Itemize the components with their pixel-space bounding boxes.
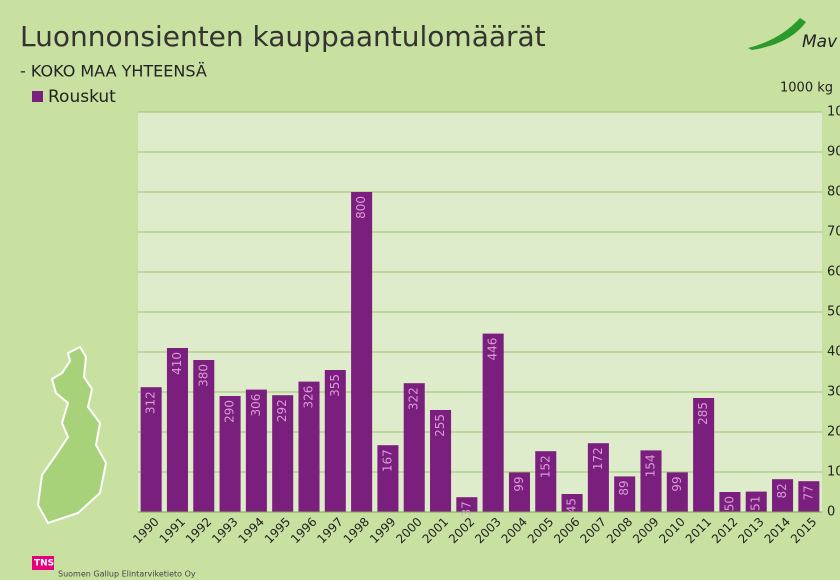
bar	[614, 476, 636, 512]
value-label: 306	[249, 394, 263, 417]
value-label: 285	[696, 402, 710, 425]
bar	[798, 481, 820, 512]
y-tick-label: 900	[827, 145, 840, 160]
bar	[272, 395, 294, 512]
value-label: 446	[486, 338, 500, 361]
value-label: 51	[749, 496, 763, 511]
bar	[166, 348, 188, 512]
bar	[403, 383, 425, 512]
bar	[298, 381, 320, 512]
value-label: 99	[670, 476, 684, 491]
value-label: 172	[591, 447, 605, 470]
y-tick-label: 200	[827, 425, 840, 440]
y-tick-label: 1000	[827, 105, 840, 120]
bar	[772, 479, 794, 512]
value-label: 312	[144, 391, 158, 414]
value-label: 410	[170, 352, 184, 375]
value-label: 292	[275, 399, 289, 422]
bar	[561, 494, 583, 512]
legend-swatch	[32, 91, 43, 102]
legend-label: Rouskut	[48, 87, 116, 107]
value-label: 82	[775, 483, 789, 498]
value-label: 77	[801, 485, 815, 500]
chart-subtitle: - KOKO MAA YHTEENSÄ	[20, 62, 207, 81]
y-tick-label: 300	[827, 385, 840, 400]
source-logo: TNS	[34, 559, 54, 569]
value-label: 45	[565, 498, 579, 513]
bar	[377, 445, 399, 512]
y-tick-label: 400	[827, 345, 840, 360]
bar	[245, 389, 267, 512]
bar	[219, 396, 241, 512]
map-decoration	[36, 345, 108, 525]
bar	[587, 443, 609, 512]
y-tick-label: 500	[827, 305, 840, 320]
bar	[456, 497, 478, 512]
bar	[693, 398, 715, 512]
bar	[640, 450, 662, 512]
bar	[324, 370, 346, 512]
y-tick-label: 700	[827, 225, 840, 240]
y-tick-label: 0	[827, 505, 835, 520]
value-label: 154	[644, 454, 658, 477]
bar	[745, 491, 767, 512]
value-label: 152	[538, 455, 552, 478]
bar	[666, 472, 688, 512]
chart-title: Luonnonsienten kauppaantulomäärät	[20, 20, 546, 53]
value-label: 380	[196, 364, 210, 387]
value-label: 355	[328, 374, 342, 397]
bar	[351, 192, 373, 512]
bar	[719, 492, 741, 512]
value-label: 800	[354, 196, 368, 219]
value-label: 326	[302, 386, 316, 409]
bar	[535, 451, 557, 512]
logo-mark	[748, 18, 806, 50]
source: Suomen Gallup Elintarviketieto Oy	[58, 570, 196, 579]
value-label: 50	[722, 496, 736, 511]
bar	[508, 472, 530, 512]
source-logo-box	[32, 556, 54, 570]
bar	[430, 410, 452, 512]
bar	[140, 387, 162, 512]
value-label: 89	[617, 480, 631, 495]
y-tick-label: 800	[827, 185, 840, 200]
value-label: 37	[459, 501, 473, 516]
y-tick-label: 600	[827, 265, 840, 280]
value-label: 99	[512, 476, 526, 491]
bar	[482, 333, 504, 512]
y-tick-label: 100	[827, 465, 840, 480]
value-label: 255	[433, 414, 447, 437]
logo-text: Mav	[802, 32, 838, 52]
value-label: 167	[380, 449, 394, 472]
value-label: 290	[223, 400, 237, 423]
y-axis-label: 1000 kg	[780, 81, 833, 96]
value-label: 322	[407, 387, 421, 410]
bar	[193, 360, 215, 512]
